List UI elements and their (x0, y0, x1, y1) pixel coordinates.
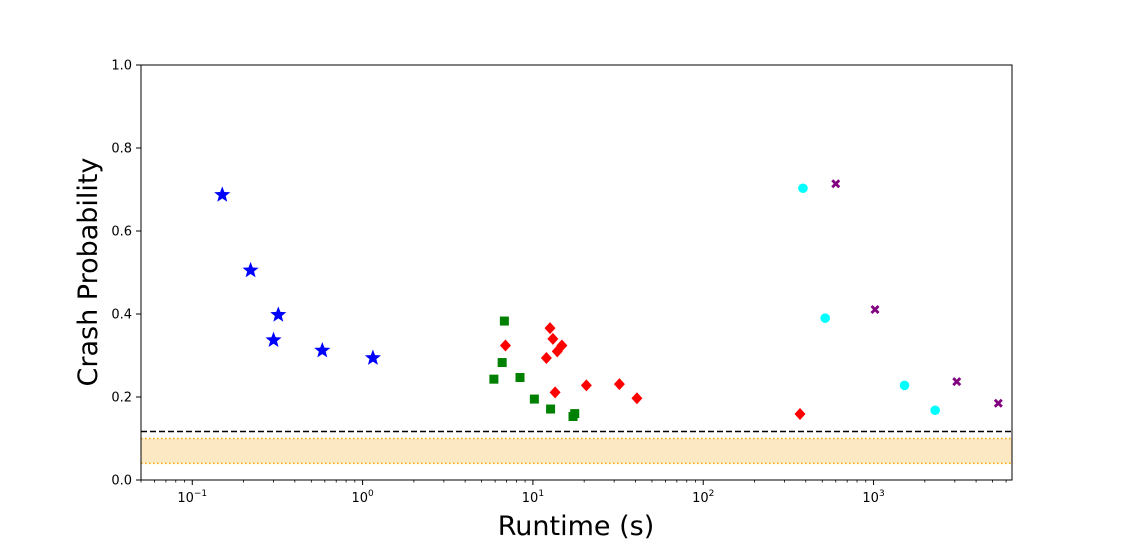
data-point-diamond-7 (549, 386, 561, 399)
data-point-square-5 (529, 394, 539, 404)
reference-band-layer (141, 437, 1012, 465)
x-tick-label: 102 (692, 489, 714, 506)
y-axis-label: Crash Probability (73, 157, 104, 386)
plot-area-frame (140, 64, 1013, 481)
y-tick-label: 0.6 (111, 225, 132, 240)
data-point-square-4 (515, 372, 525, 382)
data-point-diamond-8 (580, 379, 592, 392)
y-tick-label: 0.0 (111, 474, 132, 489)
data-point-square-8 (568, 412, 578, 422)
y-tick-label: 0.2 (111, 391, 132, 406)
data-point-x-2 (870, 304, 880, 314)
y-tick-label: 1.0 (111, 59, 132, 74)
data-point-square-3 (489, 374, 499, 384)
x-tick-label: 10−1 (177, 489, 207, 506)
x-tick-label: 101 (522, 489, 544, 506)
data-point-star-1 (214, 186, 231, 202)
x-axis-ticks: 10−1 100 101 102 103 (140, 480, 1007, 506)
data-point-star-5 (314, 342, 331, 358)
data-point-circle-1 (798, 183, 808, 194)
data-point-circle-4 (930, 405, 940, 416)
data-point-star-4 (265, 331, 282, 348)
data-point-x-1 (831, 179, 841, 189)
data-points-layer (214, 179, 1003, 422)
data-point-square-6 (546, 404, 556, 414)
data-point-circle-3 (899, 380, 910, 391)
data-point-diamond-1 (544, 322, 556, 335)
data-point-x-3 (952, 377, 962, 387)
data-point-diamond-10 (631, 392, 643, 405)
data-point-star-2 (242, 261, 259, 278)
data-point-square-2 (497, 358, 507, 368)
data-point-square-1 (499, 316, 509, 326)
data-point-star-6 (364, 349, 382, 365)
data-point-x-4 (993, 398, 1003, 408)
reference-band (141, 438, 1012, 464)
data-point-diamond-2 (547, 332, 559, 345)
data-point-diamond-6 (540, 351, 552, 364)
y-axis-ticks: 0.0 0.2 0.4 0.6 0.8 1.0 (111, 59, 141, 489)
x-axis-label: Runtime (s) (498, 511, 655, 539)
data-point-star-3 (270, 306, 287, 322)
x-tick-label: 100 (351, 489, 374, 506)
data-point-diamond-3 (499, 339, 511, 352)
data-point-diamond-11 (794, 408, 806, 421)
data-point-diamond-5 (551, 345, 563, 358)
data-point-diamond-9 (613, 378, 625, 391)
x-tick-label: 103 (862, 489, 884, 506)
data-point-circle-2 (820, 313, 830, 323)
y-tick-label: 0.8 (111, 142, 132, 157)
y-tick-label: 0.4 (111, 308, 132, 323)
